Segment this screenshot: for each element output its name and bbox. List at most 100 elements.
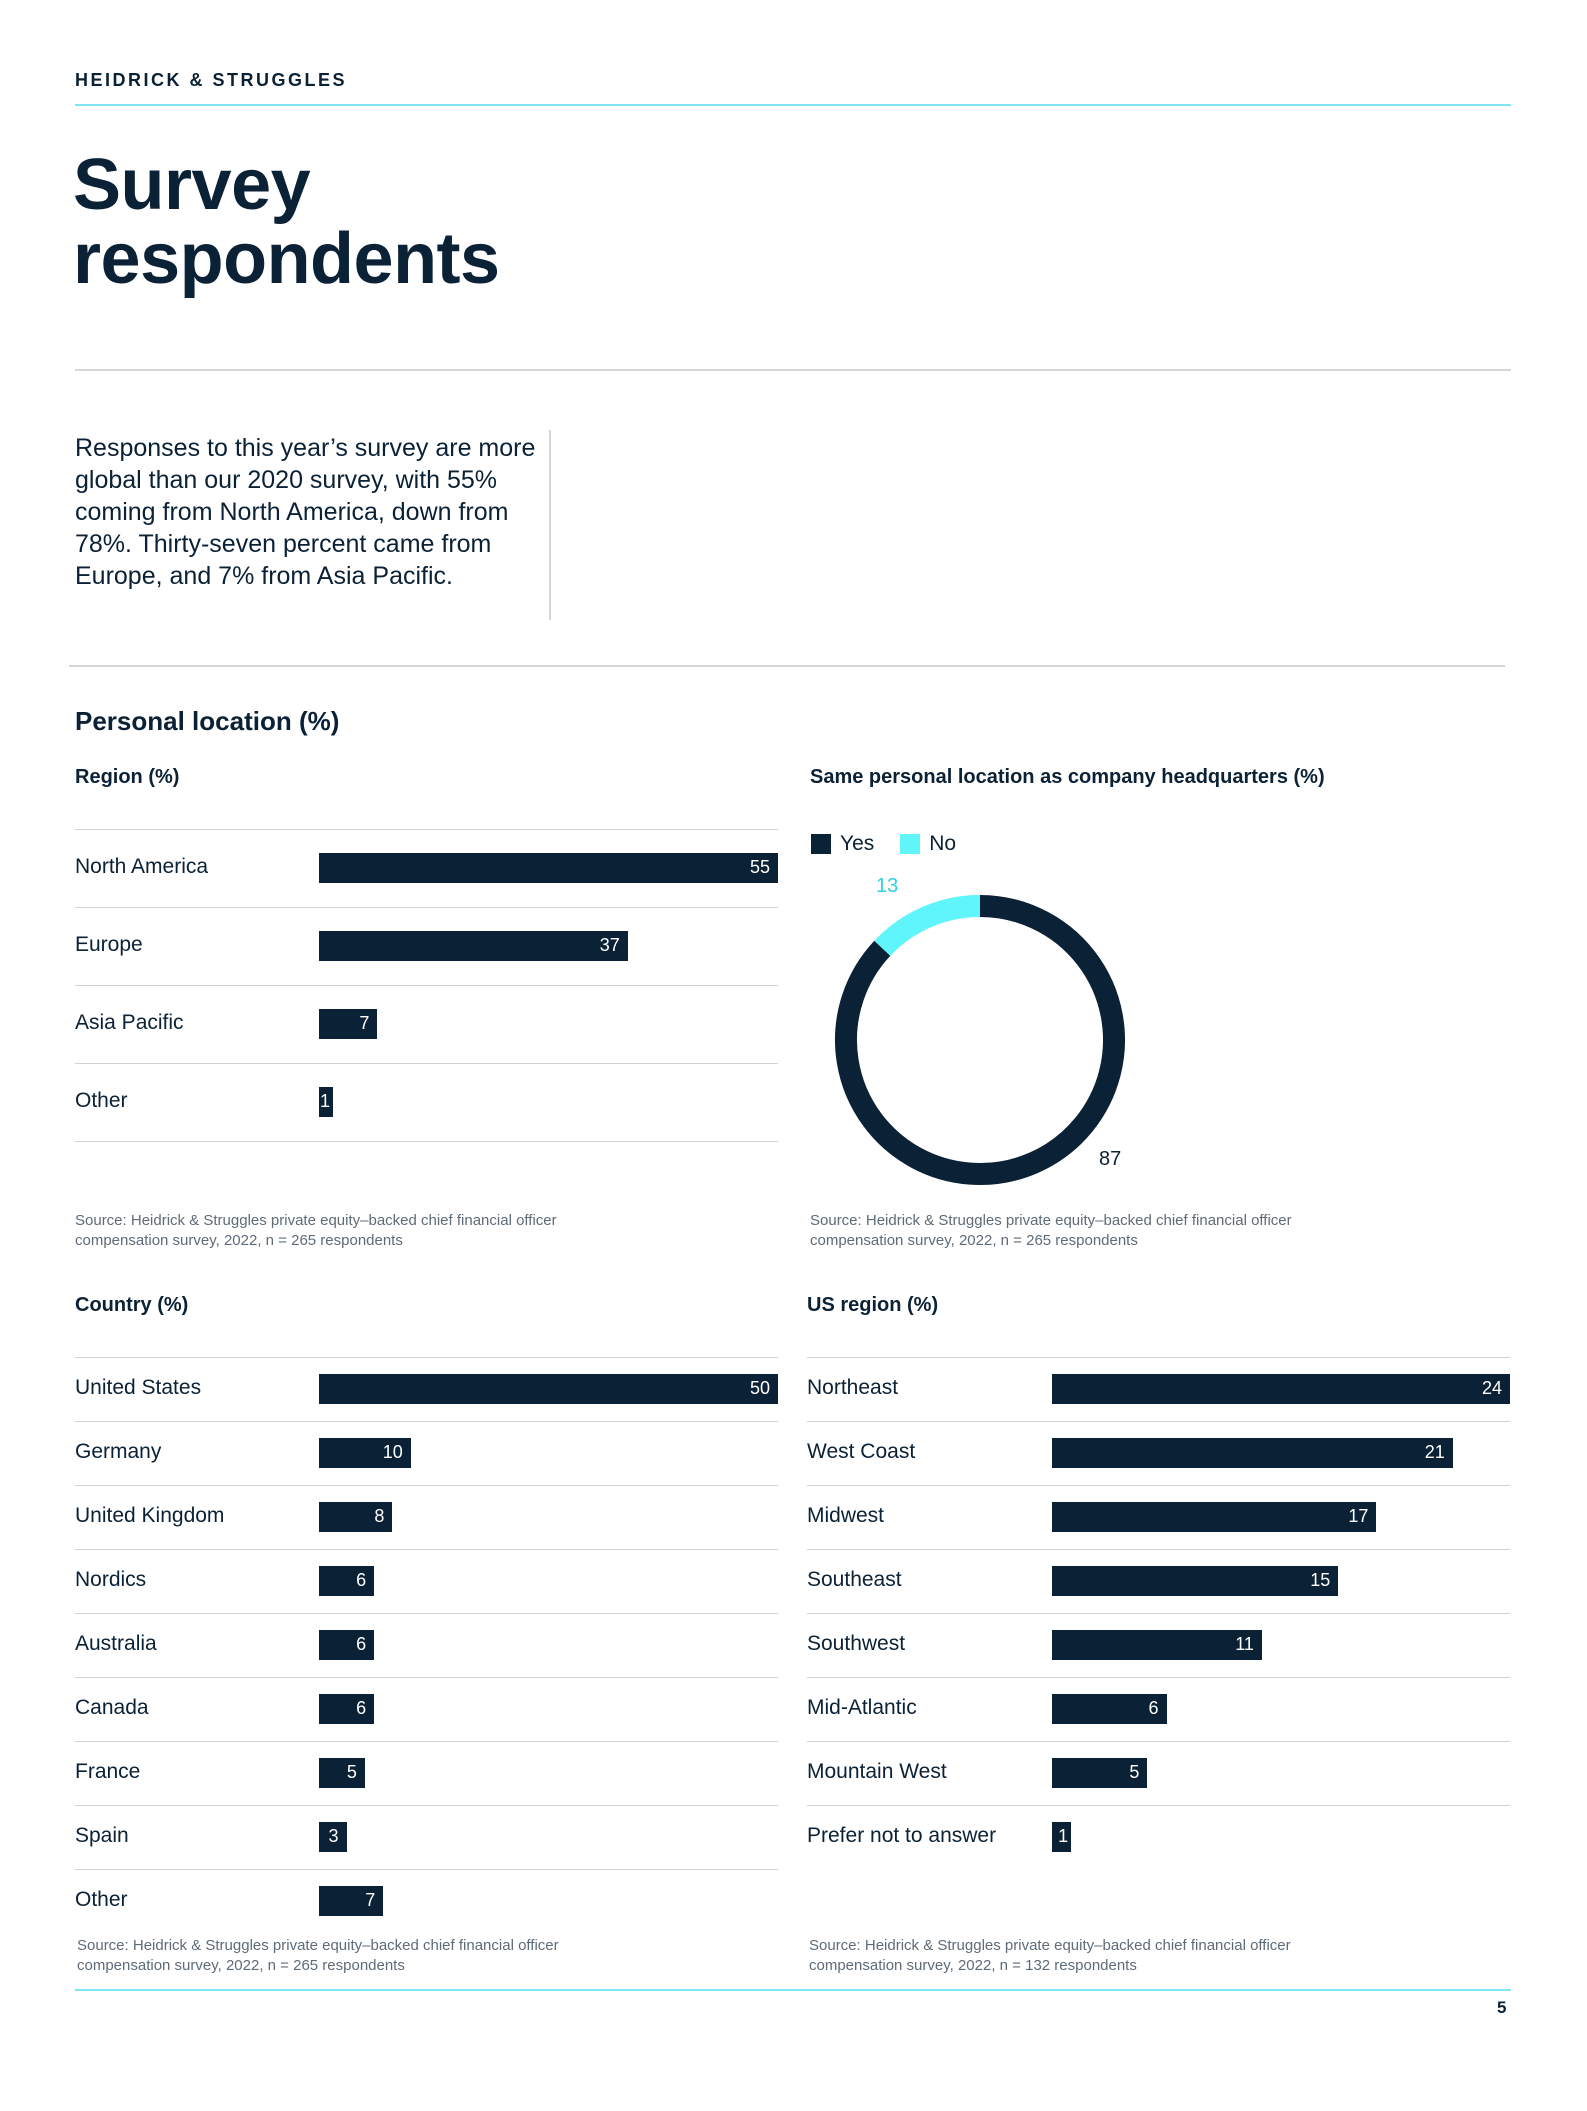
region-chart-title: Region (%) bbox=[75, 766, 180, 788]
page-number: 5 bbox=[1497, 1998, 1507, 2017]
usregion-row-divider bbox=[807, 1805, 1510, 1806]
country-chart-title: Country (%) bbox=[75, 1294, 189, 1316]
usregion-bar: 11 bbox=[1052, 1630, 1262, 1660]
usregion-category-label: Southeast bbox=[807, 1568, 902, 1591]
region-row-divider bbox=[75, 829, 778, 830]
usregion-bar: 5 bbox=[1052, 1758, 1148, 1788]
country-category-label: Australia bbox=[75, 1632, 157, 1655]
region-category-label: Asia Pacific bbox=[75, 1011, 184, 1034]
usregion-row-divider bbox=[807, 1741, 1510, 1742]
legend-item-no: No bbox=[900, 832, 956, 856]
usregion-row-divider bbox=[807, 1357, 1510, 1358]
usregion-bar-value: 5 bbox=[1129, 1762, 1140, 1782]
donut-label-yes: 87 bbox=[1099, 1148, 1122, 1170]
usregion-bar-value: 17 bbox=[1348, 1506, 1369, 1526]
region-bar-value: 55 bbox=[749, 857, 770, 877]
country-category-label: Other bbox=[75, 1888, 128, 1911]
intro-side-divider bbox=[549, 430, 551, 620]
country-category-label: Germany bbox=[75, 1440, 162, 1463]
region-bar: 37 bbox=[319, 931, 628, 961]
usregion-bar: 6 bbox=[1052, 1694, 1167, 1724]
usregion-category-label: Northeast bbox=[807, 1376, 899, 1399]
usregion-bar: 15 bbox=[1052, 1566, 1339, 1596]
country-bar-value: 6 bbox=[356, 1634, 367, 1654]
donut-slice-yes bbox=[835, 895, 1125, 1185]
usregion-row-divider bbox=[807, 1421, 1510, 1422]
country-row-divider bbox=[75, 1741, 778, 1742]
hq-chart-title: Same personal location as company headqu… bbox=[810, 766, 1325, 788]
country-bar: 7 bbox=[319, 1886, 384, 1916]
country-bar: 5 bbox=[319, 1758, 365, 1788]
section-title: Personal location (%) bbox=[75, 706, 340, 736]
usregion-chart-title: US region (%) bbox=[807, 1294, 939, 1316]
brand-name: HEIDRICK & STRUGGLES bbox=[75, 70, 348, 90]
usregion-category-label: Prefer not to answer bbox=[807, 1824, 997, 1847]
page-title-line-1: Survey bbox=[73, 145, 311, 225]
legend-label-yes: Yes bbox=[840, 832, 875, 855]
usregion-bar: 17 bbox=[1052, 1502, 1377, 1532]
country-bar: 10 bbox=[319, 1438, 411, 1468]
country-category-label: Nordics bbox=[75, 1568, 147, 1591]
usregion-category-label: Mountain West bbox=[807, 1760, 947, 1783]
usregion-chart-source: Source: Heidrick & Struggles private equ… bbox=[809, 1937, 1291, 1974]
country-row-divider bbox=[75, 1613, 778, 1614]
country-bar-value: 10 bbox=[382, 1442, 403, 1462]
region-bar: 55 bbox=[319, 853, 778, 883]
usregion-category-label: Mid-Atlantic bbox=[807, 1696, 917, 1719]
country-bar-value: 6 bbox=[356, 1698, 367, 1718]
intro-paragraph: Responses to this year’s survey are more… bbox=[75, 434, 536, 590]
region-bar-value: 37 bbox=[599, 935, 620, 955]
country-bar-value: 8 bbox=[374, 1506, 385, 1526]
country-bar: 6 bbox=[319, 1566, 375, 1596]
country-bar: 8 bbox=[319, 1502, 393, 1532]
bottom-divider bbox=[75, 1989, 1511, 1991]
country-category-label: United States bbox=[75, 1376, 202, 1399]
country-bar: 6 bbox=[319, 1630, 375, 1660]
usregion-category-label: West Coast bbox=[807, 1440, 916, 1463]
region-category-label: Europe bbox=[75, 933, 143, 956]
country-bar-value: 7 bbox=[365, 1890, 376, 1910]
region-row-divider bbox=[75, 1063, 778, 1064]
country-bar: 50 bbox=[319, 1374, 778, 1404]
hq-chart-source: Source: Heidrick & Struggles private equ… bbox=[810, 1212, 1292, 1249]
usregion-bar-value: 24 bbox=[1481, 1378, 1502, 1398]
usregion-bar-value: 15 bbox=[1310, 1570, 1331, 1590]
region-bar-chart: North America 55 Europe 37 Asia Pacific 7 Othe… bbox=[75, 829, 778, 1142]
region-category-label: North America bbox=[75, 855, 209, 878]
page-title: Survey respondents bbox=[73, 148, 500, 296]
country-bar-value: 50 bbox=[749, 1378, 770, 1398]
country-row-divider bbox=[75, 1677, 778, 1678]
usregion-bar-value: 11 bbox=[1235, 1634, 1254, 1654]
usregion-bar: 24 bbox=[1052, 1374, 1510, 1404]
donut-slice-no bbox=[874, 895, 981, 956]
hq-donut-chart bbox=[835, 895, 1125, 1185]
usregion-category-label: Southwest bbox=[807, 1632, 906, 1655]
country-row-divider bbox=[75, 1421, 778, 1422]
hq-legend: Yes No bbox=[811, 832, 956, 856]
region-chart-source: Source: Heidrick & Struggles private equ… bbox=[75, 1212, 557, 1249]
country-category-label: Canada bbox=[75, 1696, 149, 1719]
usregion-bar-value: 1 bbox=[1058, 1826, 1069, 1846]
country-bar: 6 bbox=[319, 1694, 375, 1724]
usregion-bar-chart: Northeast 24 West Coast 21 Midwest 17 Southeas… bbox=[807, 1357, 1510, 1869]
region-row-divider bbox=[75, 907, 778, 908]
country-row-divider bbox=[75, 1485, 778, 1486]
country-bar-value: 6 bbox=[356, 1570, 367, 1590]
intro-divider bbox=[69, 665, 1505, 667]
country-bar-value: 3 bbox=[328, 1826, 339, 1846]
usregion-row-divider bbox=[807, 1485, 1510, 1486]
country-row-divider bbox=[75, 1549, 778, 1550]
region-bar: 1 bbox=[319, 1087, 333, 1117]
country-bar-chart: United States 50 Germany 10 United Kingdom 8 N… bbox=[75, 1357, 778, 1933]
top-divider bbox=[75, 104, 1511, 106]
country-bar-value: 5 bbox=[346, 1762, 357, 1782]
legend-item-yes: Yes bbox=[811, 832, 874, 856]
usregion-category-label: Midwest bbox=[807, 1504, 885, 1527]
country-category-label: Spain bbox=[75, 1824, 129, 1847]
region-bar-value: 7 bbox=[359, 1013, 370, 1033]
country-bar: 3 bbox=[319, 1822, 347, 1852]
title-divider bbox=[75, 369, 1511, 371]
legend-label-no: No bbox=[929, 832, 957, 855]
country-category-label: United Kingdom bbox=[75, 1504, 225, 1527]
region-row-divider bbox=[75, 1141, 778, 1142]
